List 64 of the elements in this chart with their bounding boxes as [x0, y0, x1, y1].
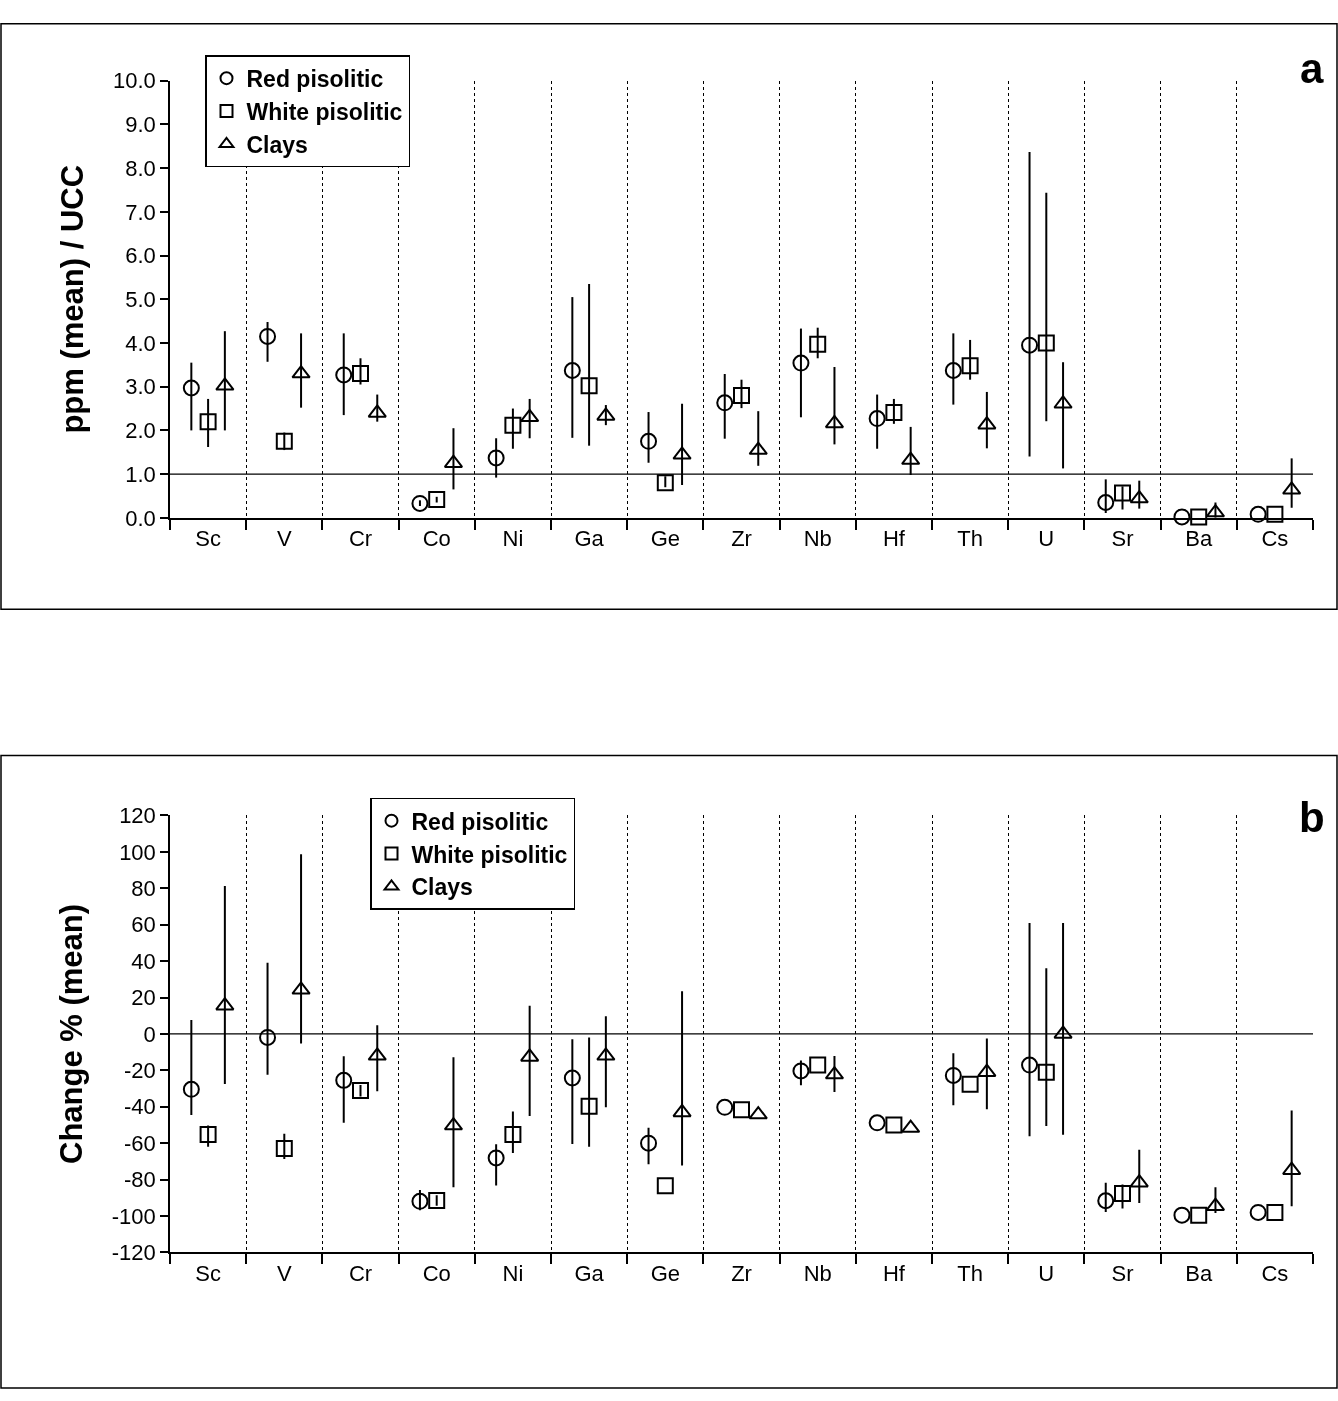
x-tick-label: Th [957, 1260, 983, 1286]
y-tick-label: -120 [111, 1240, 156, 1266]
x-tick-label: U [1038, 1260, 1055, 1286]
y-tick-label: 5.0 [125, 286, 156, 312]
x-tick-label: Sc [195, 1260, 221, 1286]
x-tick-label: V [276, 525, 292, 551]
y-tick-label: 40 [131, 948, 156, 974]
x-tick-label: Ga [574, 1260, 605, 1286]
y-axis-title: Change % (mean) [53, 903, 89, 1164]
legend-label: Red pisolitic [246, 66, 384, 93]
y-tick-label: 7.0 [125, 199, 156, 225]
x-tick-label: Co [422, 1260, 451, 1286]
y-tick-label: 8.0 [125, 155, 156, 181]
x-tick-label: Cs [1261, 525, 1289, 551]
y-tick-label: 120 [119, 803, 156, 829]
y-tick-label: 60 [131, 912, 156, 938]
x-tick-label: Ni [502, 1260, 524, 1286]
x-tick-label: Th [957, 525, 983, 551]
y-tick-label: -100 [111, 1203, 156, 1229]
y-tick-label: 9.0 [125, 112, 156, 138]
y-tick-label: 20 [131, 985, 156, 1011]
y-tick-label: 0 [143, 1021, 156, 1047]
chart-title: a [1300, 45, 1324, 92]
x-tick-label: Sc [195, 525, 221, 551]
x-tick-label: V [276, 1260, 292, 1286]
legend-label: White pisolitic [246, 99, 403, 126]
y-tick-label: 4.0 [125, 330, 156, 356]
y-tick-label: 100 [119, 839, 156, 865]
x-tick-label: Ge [650, 525, 680, 551]
x-tick-label: Zr [731, 1260, 752, 1286]
y-tick-label: -20 [124, 1058, 156, 1084]
x-tick-label: Sr [1111, 525, 1134, 551]
x-tick-label: U [1038, 525, 1055, 551]
x-tick-label: Cr [348, 525, 373, 551]
x-tick-label: Nb [803, 525, 832, 551]
y-tick-label: 1.0 [125, 461, 156, 487]
x-tick-label: Ni [502, 525, 524, 551]
x-tick-label: Sr [1111, 1260, 1134, 1286]
x-tick-label: Zr [731, 525, 752, 551]
y-tick-label: 6.0 [125, 243, 156, 269]
y-tick-label: -60 [124, 1130, 156, 1156]
y-axis-title: ppm (mean) / UCC [55, 164, 91, 434]
x-tick-label: Hf [882, 525, 906, 551]
y-tick-label: 10.0 [113, 68, 156, 94]
x-tick-label: Hf [882, 1260, 906, 1286]
x-tick-label: Nb [803, 1260, 832, 1286]
y-tick-label: 80 [131, 875, 156, 901]
y-tick-label: -40 [124, 1094, 156, 1120]
x-tick-label: Cs [1261, 1260, 1289, 1286]
x-tick-label: Ga [574, 525, 605, 551]
y-tick-label: 2.0 [125, 418, 156, 444]
legend-label: Red pisolitic [411, 808, 549, 835]
x-tick-label: Ge [650, 1260, 680, 1286]
x-tick-label: Ba [1185, 1260, 1213, 1286]
y-tick-label: 0.0 [125, 505, 156, 531]
chart-title: b [1299, 794, 1325, 841]
x-tick-label: Co [422, 525, 451, 551]
y-tick-label: 3.0 [125, 374, 156, 400]
y-tick-label: -80 [124, 1167, 156, 1193]
legend-label: Clays [246, 131, 308, 158]
legend-label: Clays [411, 874, 473, 901]
x-tick-label: Ba [1185, 525, 1213, 551]
x-tick-label: Cr [348, 1260, 373, 1286]
legend-label: White pisolitic [411, 841, 568, 868]
